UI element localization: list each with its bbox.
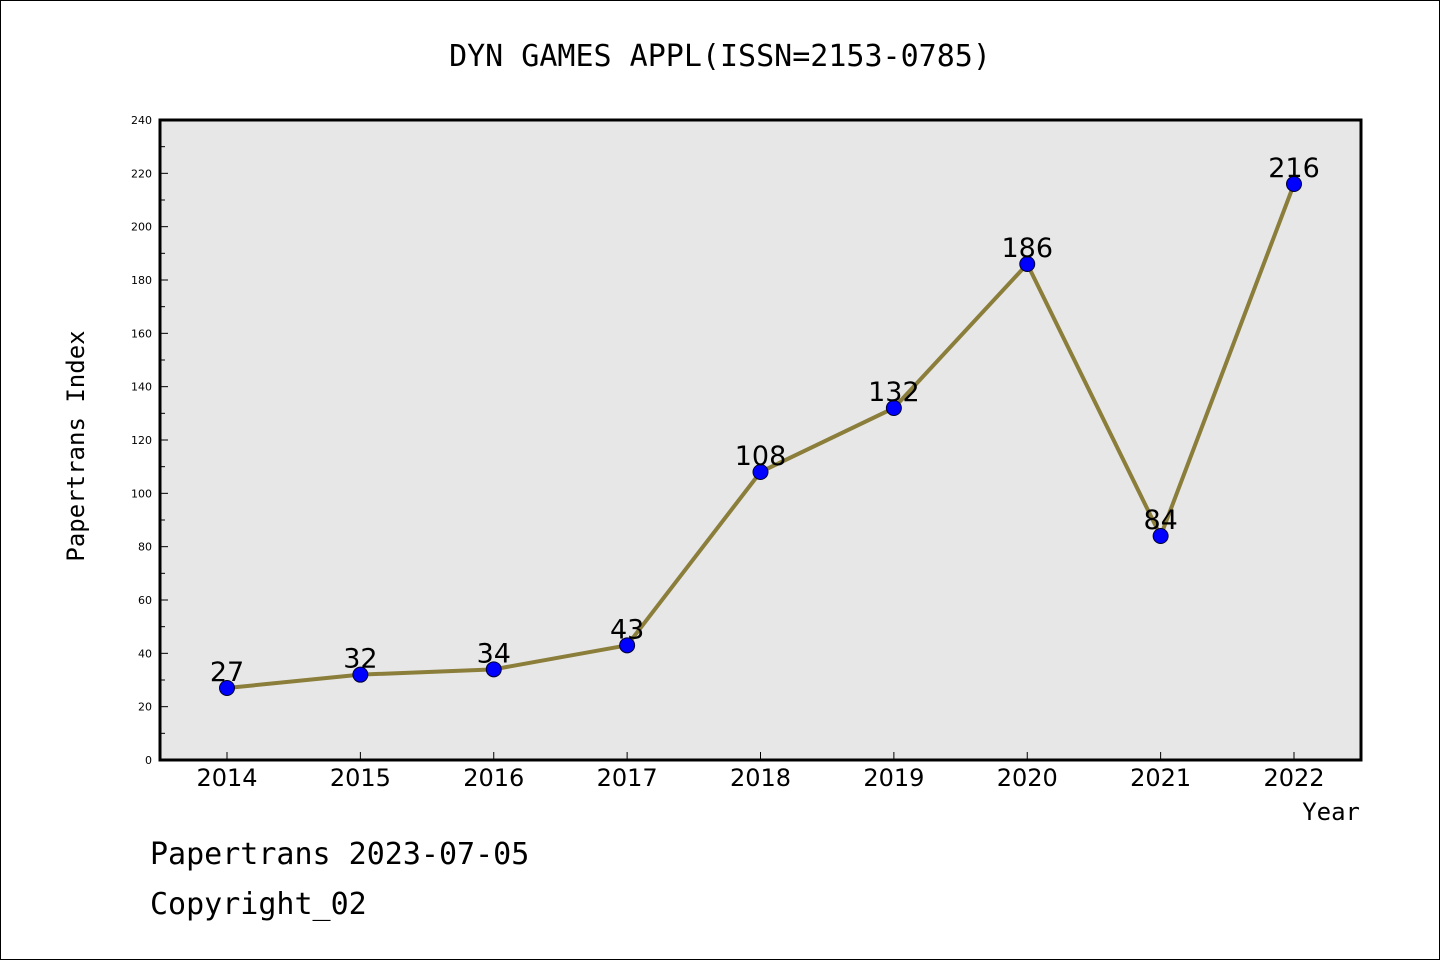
- plot-border: [158, 118, 1363, 762]
- x-tick-label: 2018: [730, 764, 791, 792]
- data-label: 108: [735, 441, 787, 472]
- data-point: [352, 666, 369, 683]
- data-label: 43: [610, 614, 644, 645]
- y-tick-label: 120: [131, 434, 152, 447]
- data-label: 84: [1143, 505, 1177, 536]
- data-label: 32: [343, 644, 377, 675]
- data-point: [619, 637, 636, 654]
- data-label: 186: [1001, 233, 1053, 264]
- x-tick-label: 2015: [330, 764, 391, 792]
- plot-area: [160, 120, 1361, 760]
- data-point: [1152, 528, 1169, 544]
- data-point: [885, 400, 902, 416]
- y-tick-label: 0: [145, 754, 152, 767]
- data-point: [219, 680, 235, 696]
- y-tick-label: 40: [138, 647, 152, 660]
- x-tick-label: 2014: [196, 764, 257, 792]
- y-tick-label: 200: [131, 221, 152, 234]
- y-tick-label: 160: [131, 327, 152, 340]
- x-tick-label: 2021: [1130, 764, 1191, 792]
- x-axis-ticks: 2014 2015 2016 2017 2018 2019 2020 2021 2022: [196, 752, 1325, 792]
- data-label: 216: [1268, 153, 1320, 184]
- y-tick-label: 180: [131, 274, 152, 287]
- data-point: [1019, 256, 1036, 272]
- x-tick-label: 2017: [597, 764, 658, 792]
- y-tick-label: 240: [131, 114, 152, 127]
- data-point: [485, 661, 502, 678]
- y-tick-label: 100: [131, 487, 152, 500]
- y-tick-label: 20: [138, 701, 152, 714]
- series-markers: [219, 176, 1302, 696]
- y-tick-label: 140: [131, 381, 152, 394]
- y-tick-label: 220: [131, 167, 152, 180]
- footer-copyright: Copyright_02: [150, 887, 367, 922]
- data-point: [752, 464, 769, 480]
- x-tick-label: 2022: [1263, 764, 1324, 792]
- x-tick-label: 2016: [463, 764, 524, 792]
- data-label: 132: [868, 377, 920, 408]
- x-tick-label: 2020: [997, 764, 1058, 792]
- x-axis-title: Year: [1302, 798, 1360, 826]
- data-point: [1286, 176, 1302, 192]
- y-tick-label: 60: [138, 594, 152, 607]
- footer-date: Papertrans 2023-07-05: [150, 837, 529, 872]
- data-label: 34: [477, 638, 511, 669]
- data-label: 27: [210, 657, 244, 688]
- data-labels: 27 32 34 43 108 132 186 84 216: [210, 153, 1320, 688]
- chart-title: DYN GAMES APPL(ISSN=2153-0785): [449, 39, 991, 74]
- y-tick-label: 80: [138, 541, 152, 554]
- x-tick-label: 2019: [863, 764, 924, 792]
- y-axis-title: Papertrans Index: [62, 330, 90, 561]
